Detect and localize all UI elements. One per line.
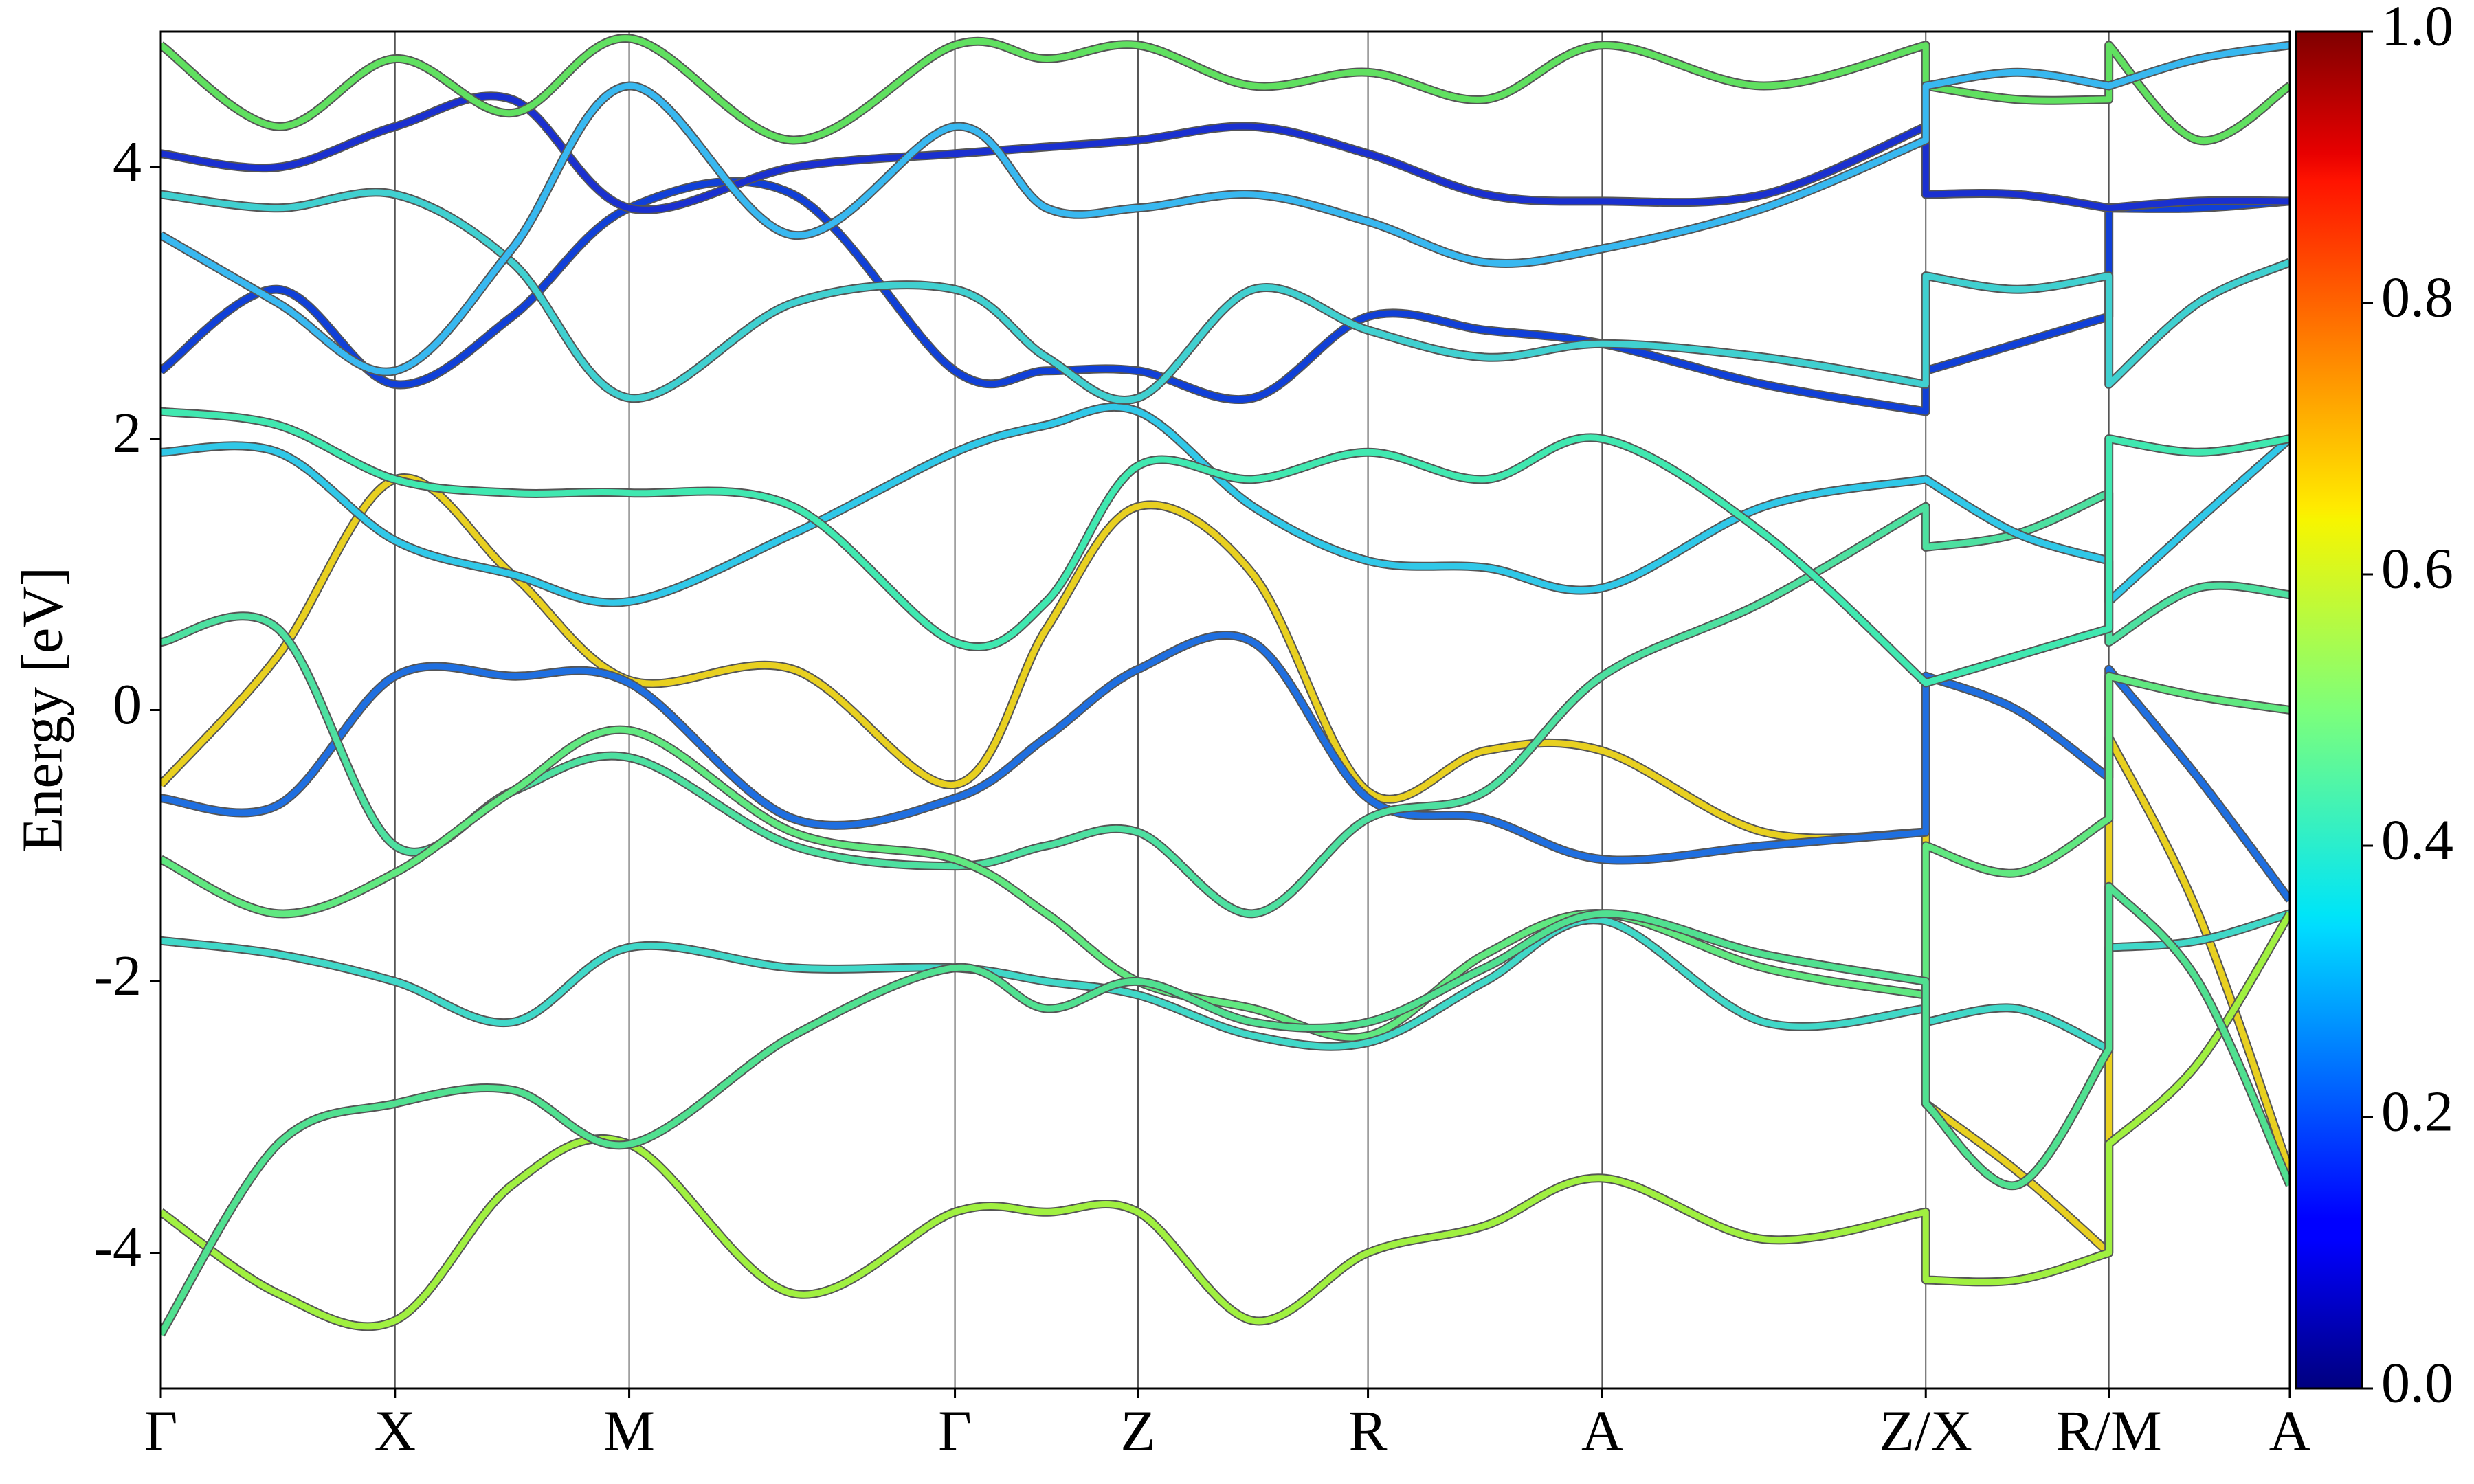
x-tick-label: Γ: [938, 1399, 972, 1463]
band-outline: [161, 911, 2290, 1331]
x-tick-label: R: [1349, 1399, 1388, 1463]
band-outline: [161, 671, 2290, 1042]
colorbar: [2295, 30, 2363, 1390]
colorbar-tick-label: 0.2: [2381, 1079, 2453, 1143]
band: [161, 408, 2290, 686]
band: [161, 93, 2290, 213]
colorbar-tick-label: 1.0: [2381, 0, 2453, 58]
band: [161, 910, 2290, 1053]
band: [161, 178, 2290, 415]
colorbar-tick-label: 0.8: [2381, 265, 2453, 329]
y-axis-label: Energy [eV]: [10, 567, 74, 853]
x-tick-label: R/M: [2056, 1399, 2162, 1463]
x-tick-label: X: [374, 1399, 416, 1463]
band: [161, 189, 2290, 403]
y-tick-label: 4: [113, 130, 142, 194]
y-tick-label: -2: [93, 944, 142, 1008]
bands: [161, 34, 2290, 1337]
band: [161, 403, 2290, 606]
x-tick-label: Z/X: [1880, 1399, 1972, 1463]
x-tick-label: Γ: [144, 1399, 178, 1463]
band: [161, 883, 2290, 1336]
band: [161, 673, 2290, 1041]
y-tick-label: 0: [113, 673, 142, 737]
x-tick-label: A: [1581, 1399, 1623, 1463]
band: [161, 632, 2290, 902]
plot-frame: [159, 30, 2291, 1390]
band: [161, 42, 2290, 375]
x-tick-label: Z: [1120, 1399, 1155, 1463]
band: [161, 912, 2290, 1330]
colorbar-tick-label: 0.4: [2381, 808, 2453, 872]
colorbar-tick-label: 0.6: [2381, 537, 2453, 600]
band-outline: [161, 881, 2290, 1337]
x-tick-label: A: [2269, 1399, 2311, 1463]
band-outline: [161, 488, 2290, 919]
y-tick-label: 2: [113, 401, 142, 465]
band: [161, 35, 2290, 144]
y-tick-label: -4: [93, 1215, 142, 1279]
x-tick-label: M: [603, 1399, 655, 1463]
colorbar-tick-label: 0.0: [2381, 1351, 2453, 1415]
band: [161, 490, 2290, 917]
